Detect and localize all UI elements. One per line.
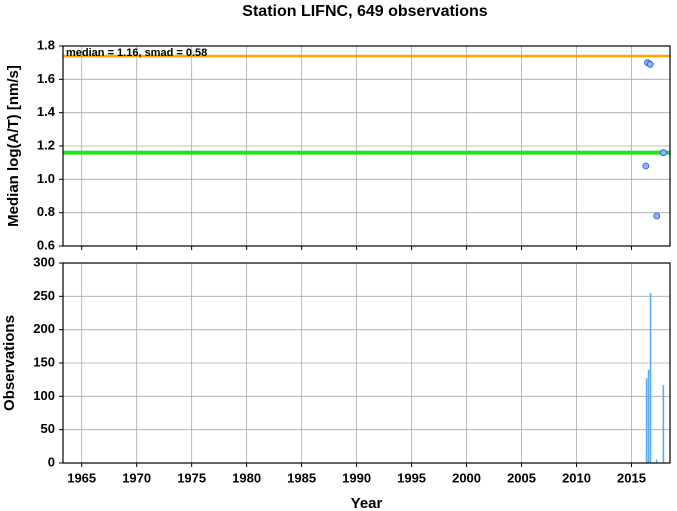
bar (645, 378, 648, 463)
x-tick-label: 2000 (452, 470, 481, 485)
y-tick-label: 1.2 (37, 137, 55, 152)
bar (647, 369, 650, 463)
x-tick-label: 1975 (177, 470, 206, 485)
y-tick-label: 250 (33, 288, 55, 303)
point (660, 149, 667, 157)
y-tick-label: 0.8 (37, 204, 55, 219)
y-tick-label: 0 (48, 454, 55, 469)
plot-frame (62, 262, 671, 464)
annotation: median = 1.16, smad = 0.58 (66, 47, 207, 59)
bar (655, 459, 658, 463)
y-tick-label: 200 (33, 321, 55, 336)
x-tick-label: 2010 (562, 470, 591, 485)
y-axis-label: Observations (1, 315, 18, 411)
y-tick-label: 300 (33, 254, 55, 269)
x-tick-label: 2005 (507, 470, 536, 485)
plot-frame (62, 45, 671, 247)
x-tick-label: 1980 (232, 470, 261, 485)
y-axis-label: Median log(A/T) [nm/s] (5, 65, 22, 227)
point (646, 60, 654, 68)
y-tick-label: 1.6 (37, 71, 55, 86)
y-tick-label: 1.0 (37, 171, 55, 186)
chart-title: Station LIFNC, 649 observations (242, 3, 487, 20)
x-tick-label: 1995 (397, 470, 426, 485)
y-tick-label: 0.6 (37, 237, 55, 252)
x-axis-label: Year (351, 495, 383, 511)
x-tick-label: 1990 (342, 470, 371, 485)
bar (649, 293, 652, 463)
x-tick-label: 1970 (122, 470, 151, 485)
y-tick-label: 150 (33, 354, 55, 369)
x-tick-label: 2015 (617, 470, 646, 485)
point (653, 212, 661, 220)
y-tick-label: 1.8 (37, 37, 55, 52)
x-tick-label: 1985 (287, 470, 316, 485)
x-tick-label: 1965 (67, 470, 96, 485)
y-tick-label: 50 (41, 421, 55, 436)
point (642, 162, 650, 170)
y-tick-label: 100 (33, 388, 55, 403)
y-tick-label: 1.4 (37, 104, 56, 119)
bar (662, 385, 665, 463)
